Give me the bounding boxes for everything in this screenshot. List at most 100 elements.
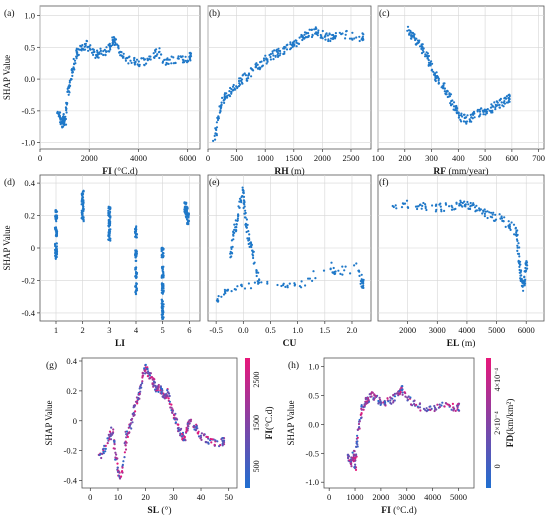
data-point	[358, 426, 361, 429]
data-point	[125, 430, 129, 433]
data-point	[488, 109, 491, 112]
data-point	[172, 62, 175, 65]
data-point	[100, 456, 103, 460]
data-point	[266, 60, 269, 63]
data-point	[162, 316, 165, 319]
data-point	[286, 286, 289, 289]
data-point	[321, 37, 324, 40]
data-point	[125, 436, 128, 439]
x-tick-label: 200	[398, 153, 411, 163]
data-point	[260, 281, 263, 284]
y-axis-label: SHAP Value	[2, 225, 12, 270]
x-tick-label: 5000	[488, 325, 505, 335]
data-point	[327, 38, 330, 41]
panel-h: 0 1000 2000 3000 4000 5000 -1.0 -0.5 0.0 0.5 1.0 (h…	[286, 357, 516, 516]
data-point	[248, 245, 251, 248]
data-point	[237, 214, 240, 217]
data-point	[250, 75, 253, 78]
data-point	[160, 266, 164, 269]
data-point	[54, 250, 57, 253]
data-point	[264, 54, 267, 57]
data-point	[206, 435, 209, 439]
data-point	[215, 134, 218, 137]
data-point	[108, 430, 112, 433]
data-point	[168, 400, 171, 403]
data-point	[355, 440, 359, 443]
data-point	[314, 277, 317, 280]
data-point	[162, 287, 165, 290]
data-point	[73, 59, 77, 62]
data-point	[473, 206, 477, 209]
data-point	[134, 290, 137, 293]
data-point	[448, 93, 451, 96]
data-point	[366, 396, 370, 399]
data-point	[472, 110, 476, 113]
y-axis-label: SHAP Value	[286, 400, 296, 445]
y-tick-label: 0	[73, 416, 77, 426]
data-point	[317, 31, 320, 34]
data-point	[291, 44, 294, 47]
data-point	[433, 406, 437, 409]
data-point	[133, 57, 136, 60]
data-point	[135, 276, 138, 279]
x-tick-label: 3	[107, 325, 111, 335]
data-point	[81, 197, 84, 201]
data-point	[96, 51, 99, 54]
data-point	[401, 391, 404, 394]
data-point	[450, 104, 453, 107]
data-point	[189, 54, 192, 57]
data-point	[231, 252, 234, 255]
data-point	[162, 252, 165, 255]
data-point	[416, 207, 419, 211]
data-point	[317, 29, 320, 32]
data-point	[102, 452, 105, 455]
data-point	[483, 212, 486, 215]
data-point	[331, 271, 334, 274]
data-point	[426, 52, 429, 55]
data-point	[519, 260, 522, 263]
panel-letter: (g)	[46, 360, 57, 371]
data-point	[160, 256, 163, 259]
data-point	[466, 200, 469, 204]
data-point	[220, 295, 223, 298]
data-point	[243, 201, 246, 204]
data-point	[433, 404, 436, 408]
data-point	[96, 53, 99, 56]
colorbar-tick-label: 0	[493, 464, 502, 468]
data-point	[172, 56, 175, 59]
data-point	[421, 49, 424, 52]
data-point	[418, 402, 422, 405]
data-point	[134, 228, 137, 231]
data-point	[362, 408, 365, 411]
data-point	[330, 261, 333, 264]
data-point	[269, 55, 272, 59]
data-point	[251, 253, 254, 256]
data-point	[438, 405, 441, 409]
data-point	[242, 191, 245, 194]
data-point	[400, 206, 404, 209]
data-point	[153, 378, 156, 381]
data-point	[144, 363, 147, 366]
data-point	[455, 109, 458, 112]
data-point	[54, 227, 57, 230]
x-tick-label: 600	[505, 153, 518, 163]
data-point	[271, 52, 274, 55]
data-point	[63, 123, 66, 127]
data-point	[161, 389, 164, 392]
data-point	[415, 403, 418, 406]
data-point	[418, 203, 422, 206]
y-tick-label: -0.4	[22, 308, 36, 318]
data-point	[303, 33, 306, 36]
data-point	[55, 214, 58, 217]
data-point	[159, 385, 162, 388]
data-point	[262, 57, 266, 60]
data-point	[249, 287, 253, 290]
data-point	[98, 453, 101, 457]
data-point	[189, 51, 192, 55]
data-point	[162, 274, 165, 277]
data-point	[344, 33, 347, 36]
data-point	[261, 64, 264, 67]
data-point	[493, 101, 496, 104]
data-point	[526, 267, 529, 270]
data-point	[461, 201, 464, 205]
